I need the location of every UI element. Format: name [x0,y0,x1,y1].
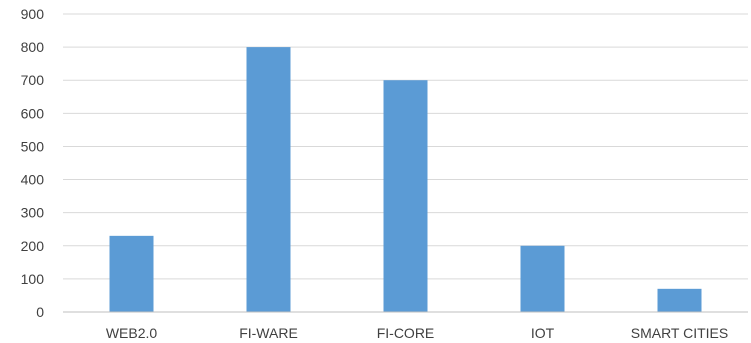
x-category-label: SMART CITIES [631,325,729,341]
y-tick-label: 700 [21,72,45,88]
y-tick-label: 100 [21,271,45,287]
bar-iot [520,245,565,312]
x-category-label: WEB2.0 [106,325,158,341]
y-tick-label: 300 [21,205,45,221]
y-tick-label: 900 [21,6,45,22]
x-category-label: IOT [531,325,555,341]
y-tick-label: 600 [21,105,45,121]
bar-smart-cities [657,288,702,312]
y-tick-label: 800 [21,39,45,55]
y-axis-tick-labels: 0 100 200 300 400 500 600 700 800 900 [21,6,45,320]
x-axis-category-labels: WEB2.0 FI-WARE FI-CORE IOT SMART CITIES [106,325,728,341]
y-tick-label: 500 [21,138,45,154]
bar-web2-0 [109,235,154,312]
x-category-label: FI-CORE [377,325,435,341]
y-tick-label: 0 [36,304,44,320]
bar-fi-core [383,80,428,312]
y-tick-label: 400 [21,172,45,188]
y-tick-label: 200 [21,238,45,254]
bars [109,47,702,312]
x-category-label: FI-WARE [239,325,298,341]
bar-fi-ware [246,47,291,312]
